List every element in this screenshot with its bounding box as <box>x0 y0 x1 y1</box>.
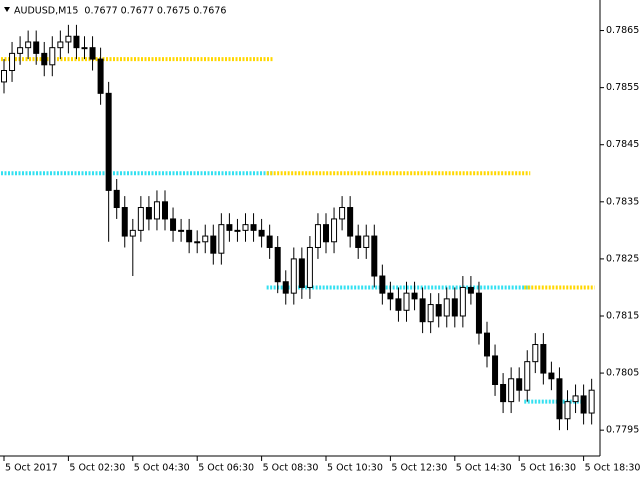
candle-body <box>186 229 193 243</box>
x-tick-label: 5 Oct 04:30 <box>134 463 190 474</box>
candle-body <box>355 235 362 248</box>
candle-body <box>162 201 168 220</box>
candle-body <box>492 355 499 385</box>
candle-body <box>443 298 450 317</box>
candle-body <box>1 70 7 83</box>
candle-body <box>500 383 507 403</box>
menu-triangle[interactable] <box>4 7 10 12</box>
candle-body <box>105 92 112 191</box>
candle-body <box>564 401 571 420</box>
candle-body <box>282 281 289 294</box>
candle-body <box>49 47 56 66</box>
candle-body <box>524 361 531 391</box>
y-tick-label: 0.7795 <box>606 425 639 436</box>
candle-body <box>371 235 378 277</box>
candle-body <box>97 58 104 94</box>
candle-body <box>65 35 72 43</box>
candle-body <box>41 52 48 66</box>
candle-body <box>363 235 370 248</box>
candle-body <box>145 207 152 220</box>
candle-body <box>298 258 305 288</box>
candle-body <box>258 229 265 237</box>
candle-body <box>89 47 96 60</box>
candle-body <box>121 207 128 237</box>
candle-body <box>379 275 386 294</box>
candle-body <box>73 35 80 49</box>
candle-body <box>178 229 185 232</box>
candle-body <box>210 235 217 254</box>
candle-body <box>484 332 490 357</box>
candle-body <box>548 372 555 380</box>
candle-body <box>137 207 144 231</box>
chart-title: AUDUSD,M15 0.7677 0.7677 0.7675 0.7676 <box>14 6 226 17</box>
candle-body <box>57 41 64 49</box>
candle-body <box>411 292 418 300</box>
candle-body <box>242 224 249 231</box>
candle-body <box>532 344 539 363</box>
y-tick-label: 0.7865 <box>606 25 639 36</box>
candle-body <box>540 344 547 374</box>
x-tick-label: 5 Oct 06:30 <box>198 463 254 474</box>
candle-body <box>234 229 241 232</box>
candle-body <box>202 235 209 243</box>
candle-body <box>306 246 313 288</box>
y-tick-label: 0.7815 <box>606 310 639 321</box>
candle-body <box>250 224 257 231</box>
candle-body <box>17 47 24 54</box>
candle-body <box>508 378 515 403</box>
candle-body <box>218 224 225 254</box>
candle-body <box>9 52 16 72</box>
candle-body <box>427 304 434 323</box>
y-tick-label: 0.7855 <box>606 82 639 93</box>
x-tick-label: 5 Oct 02:30 <box>69 463 125 474</box>
x-tick-label: 5 Oct 16:30 <box>520 463 576 474</box>
x-tick-label: 5 Oct 08:30 <box>263 463 319 474</box>
candle-body <box>226 224 233 231</box>
candle-body <box>113 189 120 209</box>
x-tick-label: 5 Oct 2017 <box>5 463 58 474</box>
candle-body <box>81 47 88 50</box>
candle-body <box>170 218 177 231</box>
candle-body <box>475 292 482 334</box>
candle-body <box>395 298 402 311</box>
candle-body <box>467 286 474 294</box>
candle-body <box>314 224 321 248</box>
candle-body <box>387 292 394 300</box>
candle-body <box>347 207 354 237</box>
candle-body <box>33 41 40 54</box>
candle-body <box>274 246 281 283</box>
y-tick-label: 0.7845 <box>606 139 639 150</box>
x-tick-label: 5 Oct 10:30 <box>327 463 383 474</box>
y-tick-label: 0.7825 <box>606 253 639 264</box>
candle-body <box>435 304 442 317</box>
candle-body <box>153 201 160 220</box>
candle-body <box>516 378 523 391</box>
candle-body <box>459 286 466 317</box>
candle-body <box>129 229 136 237</box>
candle-body <box>403 292 410 311</box>
candle-body <box>331 218 338 243</box>
candle-body <box>556 378 563 420</box>
candle-body <box>290 258 297 294</box>
candle-body <box>451 298 458 317</box>
candle-body <box>588 389 595 414</box>
candle-body <box>419 298 426 323</box>
candle-body <box>572 395 579 403</box>
x-tick-label: 5 Oct 18:30 <box>585 463 640 474</box>
y-tick-label: 0.7835 <box>606 196 639 207</box>
y-tick-label: 0.7805 <box>606 368 639 379</box>
x-tick-label: 5 Oct 14:30 <box>456 463 512 474</box>
candle-body <box>194 241 201 244</box>
candle-body <box>339 207 346 220</box>
candle-body <box>25 41 32 49</box>
x-tick-label: 5 Oct 12:30 <box>391 463 447 474</box>
candle-body <box>580 395 587 414</box>
candle-body <box>323 224 329 243</box>
candle-body <box>266 235 273 248</box>
